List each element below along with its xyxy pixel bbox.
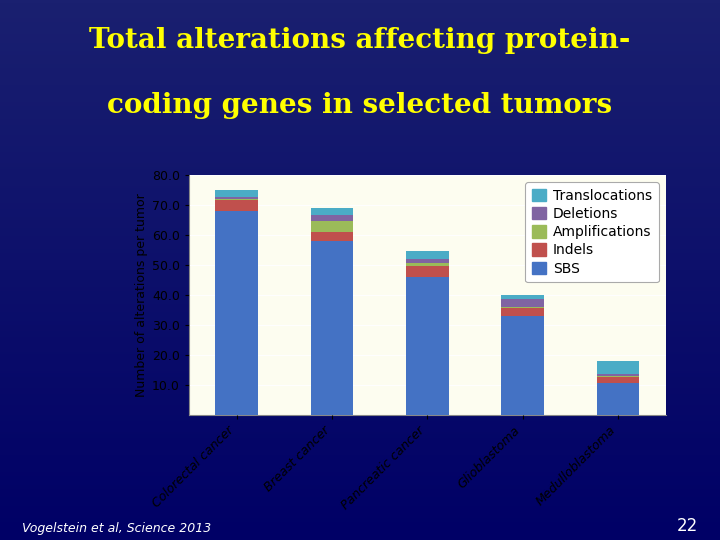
Bar (215, 199, 258, 200)
Bar (597, 383, 639, 415)
Bar (406, 277, 449, 415)
Bar (406, 252, 449, 259)
Bar (215, 200, 258, 211)
Bar (597, 361, 639, 374)
Bar (501, 299, 544, 307)
Y-axis label: Number of alterations per tumor: Number of alterations per tumor (135, 193, 148, 397)
Bar (406, 264, 449, 266)
Bar (501, 316, 544, 415)
Bar (501, 307, 544, 308)
Bar (597, 376, 639, 377)
Text: Total alterations affecting protein-: Total alterations affecting protein- (89, 27, 631, 54)
Bar (501, 308, 544, 316)
Text: coding genes in selected tumors: coding genes in selected tumors (107, 92, 613, 119)
Legend: Translocations, Deletions, Amplifications, Indels, SBS: Translocations, Deletions, Amplification… (525, 182, 659, 282)
Bar (215, 198, 258, 199)
Text: 22: 22 (677, 517, 698, 535)
Bar (310, 208, 354, 215)
Bar (406, 259, 449, 264)
Bar (310, 232, 354, 241)
Bar (501, 295, 544, 299)
Bar (215, 190, 258, 198)
Bar (597, 374, 639, 376)
Text: Vogelstein et al, Science 2013: Vogelstein et al, Science 2013 (22, 522, 211, 535)
Bar (597, 377, 639, 383)
Bar (310, 215, 354, 221)
Bar (406, 266, 449, 277)
Bar (310, 241, 354, 415)
Bar (310, 221, 354, 232)
Bar (215, 211, 258, 415)
